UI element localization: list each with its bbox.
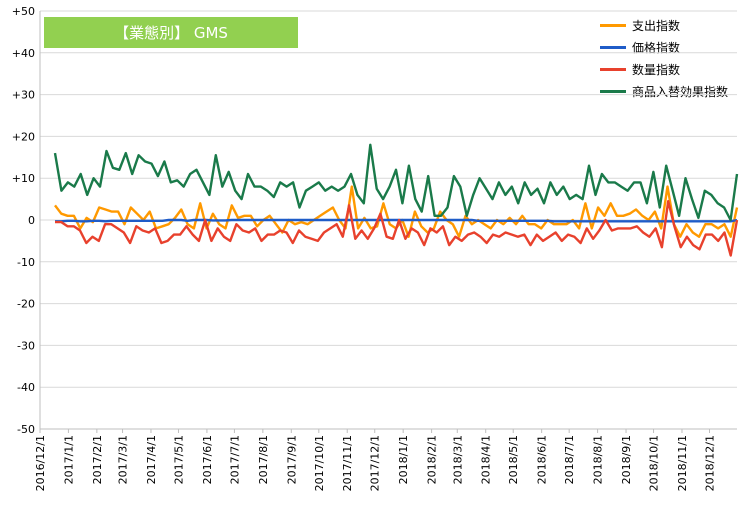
x-tick-label: 2018/10/1 [648, 435, 661, 491]
y-tick-label: +50 [12, 5, 35, 18]
x-tick-label: 2018/4/1 [480, 435, 493, 484]
x-tick-label: 2018/8/1 [592, 435, 605, 484]
price-index-line [55, 218, 738, 223]
x-tick-label: 2018/6/1 [536, 435, 549, 484]
x-tick-label: 2018/11/1 [676, 435, 689, 491]
y-tick-label: +40 [12, 47, 35, 60]
legend-swatch-quantity [600, 67, 626, 71]
legend-swatch-replacement [600, 89, 626, 93]
x-tick-label: 2017/2/1 [91, 435, 104, 484]
x-tick-label: 2017/12/1 [369, 435, 382, 491]
x-tick-label: 2018/7/1 [563, 435, 576, 484]
x-tick-label: 2017/6/1 [201, 435, 214, 484]
y-tick-label: 0 [28, 214, 35, 227]
x-tick-label: 2017/7/1 [228, 435, 241, 484]
y-tick-label: -10 [17, 256, 35, 269]
quantity-index-line [55, 199, 739, 257]
y-tick-label: -20 [17, 298, 35, 311]
y-tick-label: -50 [17, 423, 35, 436]
x-tick-label: 2017/1/1 [62, 435, 75, 484]
legend-label: 価格指数 [632, 40, 681, 55]
x-tick-label: 2018/1/1 [397, 435, 410, 484]
x-tick-label: 2017/11/1 [341, 435, 354, 491]
x-tick-label: 2017/4/1 [145, 435, 158, 484]
x-tick-label: 2018/12/1 [703, 435, 716, 491]
y-tick-label: -40 [17, 381, 35, 394]
legend-item: 価格指数 [600, 36, 728, 58]
replacement-effect-line [53, 143, 739, 222]
x-tick-label: 2018/5/1 [507, 435, 520, 484]
x-tick-label: 2017/5/1 [172, 435, 185, 484]
x-tick-label: 2018/9/1 [620, 435, 633, 484]
x-tick-label: 2017/9/1 [285, 435, 298, 484]
legend-swatch-price [600, 45, 626, 49]
legend-label: 支出指数 [632, 18, 681, 33]
chart-title: 【業態別】 GMS [44, 17, 298, 48]
y-tick-label: +20 [12, 130, 35, 143]
x-tick-label: 2016/12/1 [34, 435, 47, 491]
x-tick-label: 2018/2/1 [426, 435, 439, 484]
y-tick-label: +30 [12, 89, 35, 102]
legend-swatch-spending [600, 23, 626, 27]
x-tick-label: 2017/3/1 [117, 435, 130, 484]
x-tick-label: 2018/3/1 [451, 435, 464, 484]
x-tick-label: 2017/8/1 [257, 435, 270, 484]
x-tick-label: 2017/10/1 [313, 435, 326, 491]
y-tick-label: +10 [12, 172, 35, 185]
y-tick-label: -30 [17, 339, 35, 352]
legend-label: 数量指数 [632, 62, 681, 77]
legend-item: 数量指数 [600, 58, 728, 80]
legend-item: 支出指数 [600, 14, 728, 36]
